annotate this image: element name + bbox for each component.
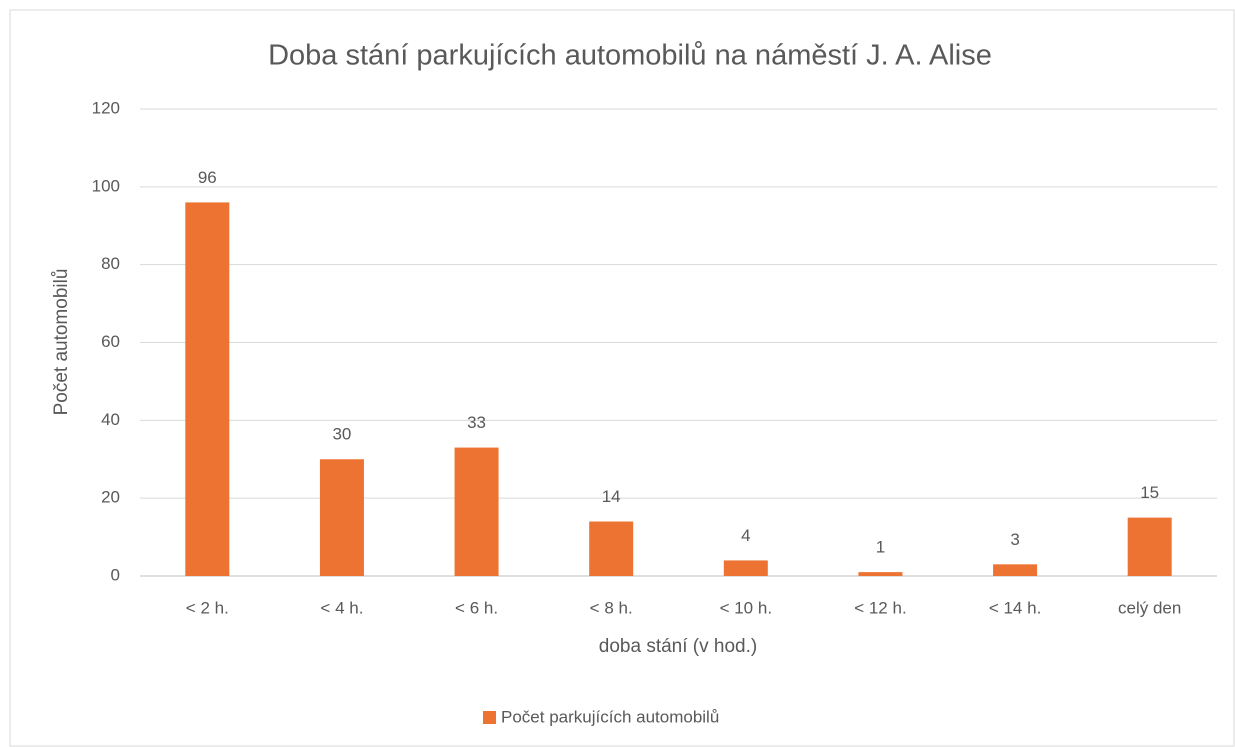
x-tick-label: < 6 h.: [455, 598, 498, 617]
x-tick-label: celý den: [1118, 598, 1181, 617]
data-label: 1: [876, 538, 885, 557]
data-label: 4: [741, 526, 750, 545]
legend-swatch: [483, 711, 496, 724]
bar: [454, 447, 499, 576]
y-tick-label: 120: [92, 98, 120, 117]
x-tick-label: < 2 h.: [186, 598, 229, 617]
x-tick-label: < 8 h.: [590, 598, 633, 617]
y-axis-title: Počet automobilů: [51, 269, 72, 416]
bar: [858, 572, 903, 576]
bar: [319, 459, 364, 576]
x-tick-label: < 12 h.: [854, 598, 906, 617]
x-tick-label: < 4 h.: [320, 598, 363, 617]
chart-title: Doba stání parkujících automobilů na nám…: [268, 40, 992, 72]
data-label: 33: [467, 413, 486, 432]
bar: [1127, 517, 1172, 576]
y-tick-label: 100: [92, 176, 120, 195]
data-label: 96: [198, 168, 217, 187]
legend-label: Počet parkujících automobilů: [501, 707, 719, 726]
y-tick-label: 0: [111, 565, 120, 584]
x-tick-label: < 10 h.: [720, 598, 772, 617]
data-label: 30: [332, 425, 351, 444]
data-label: 15: [1140, 483, 1159, 502]
y-tick-label: 20: [101, 488, 120, 507]
data-label: 3: [1010, 530, 1019, 549]
x-axis-title: doba stání (v hod.): [599, 636, 757, 657]
bar: [993, 564, 1038, 576]
bar: [723, 560, 768, 576]
bar: [185, 202, 230, 576]
y-tick-label: 40: [101, 410, 120, 429]
y-tick-label: 60: [101, 332, 120, 351]
data-label: 14: [602, 487, 621, 506]
x-tick-label: < 14 h.: [989, 598, 1041, 617]
bar: [589, 521, 634, 576]
y-tick-label: 80: [101, 254, 120, 273]
